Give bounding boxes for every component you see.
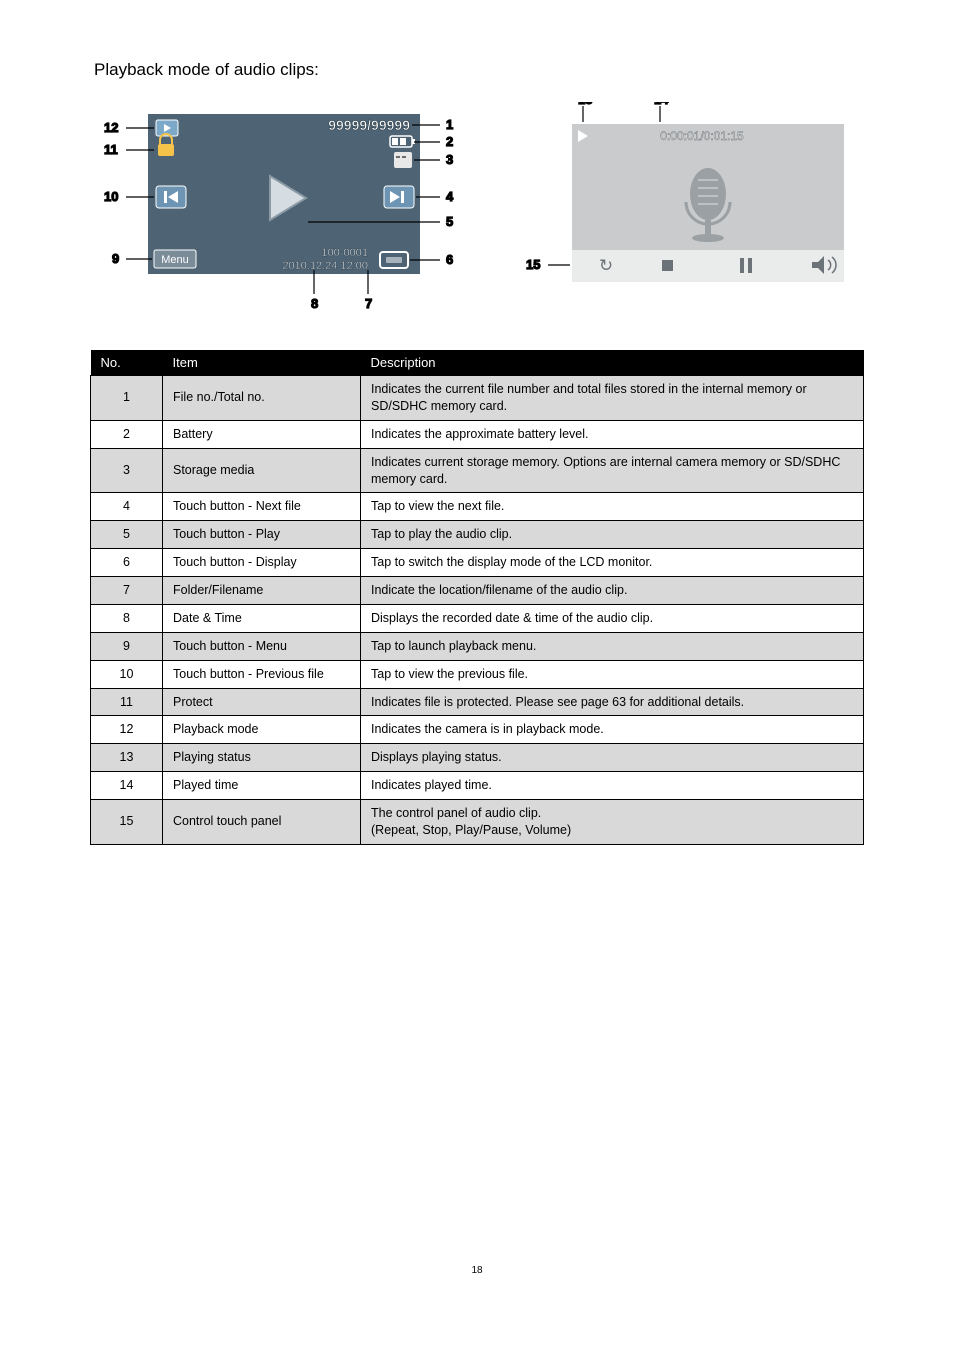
cell-item: Battery (163, 420, 361, 448)
col-header-desc: Description (361, 350, 864, 376)
cell-desc: Tap to view the next file. (361, 493, 864, 521)
cell-item: Storage media (163, 448, 361, 493)
played-time: 0:00:01/0:01:15 (660, 129, 744, 143)
cell-no: 5 (91, 521, 163, 549)
table-row: 3Storage mediaIndicates current storage … (91, 448, 864, 493)
folder-filename: 100-0001 (322, 247, 369, 259)
table-row: 9Touch button - MenuTap to launch playba… (91, 632, 864, 660)
cell-desc: Indicates file is protected. Please see … (361, 688, 864, 716)
cell-no: 2 (91, 420, 163, 448)
col-header-item: Item (163, 350, 361, 376)
svg-text:3: 3 (446, 152, 453, 167)
cell-item: Control touch panel (163, 800, 361, 845)
cell-item: Played time (163, 772, 361, 800)
svg-text:5: 5 (446, 214, 453, 229)
table-row: 13Playing statusDisplays playing status. (91, 744, 864, 772)
reference-table: No. Item Description 1File no./Total no.… (90, 350, 864, 845)
col-header-no: No. (91, 350, 163, 376)
cell-no: 4 (91, 493, 163, 521)
cell-no: 3 (91, 448, 163, 493)
cell-no: 12 (91, 716, 163, 744)
svg-text:6: 6 (446, 252, 453, 267)
table-row: 1File no./Total no.Indicates the current… (91, 376, 864, 421)
table-row: 4Touch button - Next fileTap to view the… (91, 493, 864, 521)
cell-desc: Tap to play the audio clip. (361, 521, 864, 549)
date-time: 2010.12.24 12:00 (282, 260, 368, 272)
table-row: 6Touch button - DisplayTap to switch the… (91, 549, 864, 577)
cell-no: 7 (91, 577, 163, 605)
table-row: 15Control touch panelThe control panel o… (91, 800, 864, 845)
svg-text:↻: ↻ (599, 256, 613, 275)
cell-item: Touch button - Display (163, 549, 361, 577)
cell-item: Touch button - Menu (163, 632, 361, 660)
cell-desc: Tap to launch playback menu. (361, 632, 864, 660)
diagram-audio-playback: 99999/99999 Menu 100-0001 (90, 102, 480, 322)
cell-desc: Tap to switch the display mode of the LC… (361, 549, 864, 577)
cell-no: 14 (91, 772, 163, 800)
table-row: 8Date & TimeDisplays the recorded date &… (91, 604, 864, 632)
table-row: 11ProtectIndicates file is protected. Pl… (91, 688, 864, 716)
svg-text:8: 8 (311, 296, 318, 311)
cell-item: File no./Total no. (163, 376, 361, 421)
cell-item: Folder/Filename (163, 577, 361, 605)
file-counter: 99999/99999 (328, 117, 410, 133)
svg-text:9: 9 (112, 251, 119, 266)
svg-text:1: 1 (446, 117, 453, 132)
cell-item: Playback mode (163, 716, 361, 744)
cell-no: 10 (91, 660, 163, 688)
menu-button-label: Menu (161, 254, 189, 266)
cell-desc: Indicates the approximate battery level. (361, 420, 864, 448)
cell-desc: Displays the recorded date & time of the… (361, 604, 864, 632)
cell-desc: Indicate the location/filename of the au… (361, 577, 864, 605)
table-row: 12Playback modeIndicates the camera is i… (91, 716, 864, 744)
svg-text:10: 10 (104, 189, 118, 204)
cell-item: Playing status (163, 744, 361, 772)
cell-desc: Displays playing status. (361, 744, 864, 772)
cell-no: 8 (91, 604, 163, 632)
cell-item: Date & Time (163, 604, 361, 632)
page-number: 18 (90, 1265, 864, 1276)
table-row: 5Touch button - PlayTap to play the audi… (91, 521, 864, 549)
table-row: 14Played timeIndicates played time. (91, 772, 864, 800)
diagram-audio-controls: 0:00:01/0:01:15 ↻ (520, 102, 880, 312)
cell-no: 9 (91, 632, 163, 660)
svg-text:13: 13 (578, 102, 592, 107)
cell-item: Protect (163, 688, 361, 716)
diagrams-row: 99999/99999 Menu 100-0001 (90, 102, 864, 322)
cell-no: 11 (91, 688, 163, 716)
cell-desc: The control panel of audio clip.(Repeat,… (361, 800, 864, 845)
cell-desc: Indicates current storage memory. Option… (361, 448, 864, 493)
table-row: 10Touch button - Previous fileTap to vie… (91, 660, 864, 688)
cell-desc: Indicates played time. (361, 772, 864, 800)
cell-no: 13 (91, 744, 163, 772)
svg-text:11: 11 (104, 142, 118, 157)
cell-desc: Indicates the camera is in playback mode… (361, 716, 864, 744)
cell-item: Touch button - Next file (163, 493, 361, 521)
svg-text:7: 7 (365, 296, 372, 311)
table-row: 2BatteryIndicates the approximate batter… (91, 420, 864, 448)
cell-no: 6 (91, 549, 163, 577)
cell-item: Touch button - Play (163, 521, 361, 549)
svg-text:4: 4 (446, 189, 454, 204)
table-row: 7Folder/FilenameIndicate the location/fi… (91, 577, 864, 605)
svg-text:12: 12 (104, 120, 118, 135)
svg-text:2: 2 (446, 134, 453, 149)
svg-text:15: 15 (526, 257, 540, 272)
cell-item: Touch button - Previous file (163, 660, 361, 688)
cell-no: 1 (91, 376, 163, 421)
page-title: Playback mode of audio clips: (94, 60, 864, 80)
cell-desc: Indicates the current file number and to… (361, 376, 864, 421)
cell-no: 15 (91, 800, 163, 845)
cell-desc: Tap to view the previous file. (361, 660, 864, 688)
svg-text:14: 14 (654, 102, 669, 107)
